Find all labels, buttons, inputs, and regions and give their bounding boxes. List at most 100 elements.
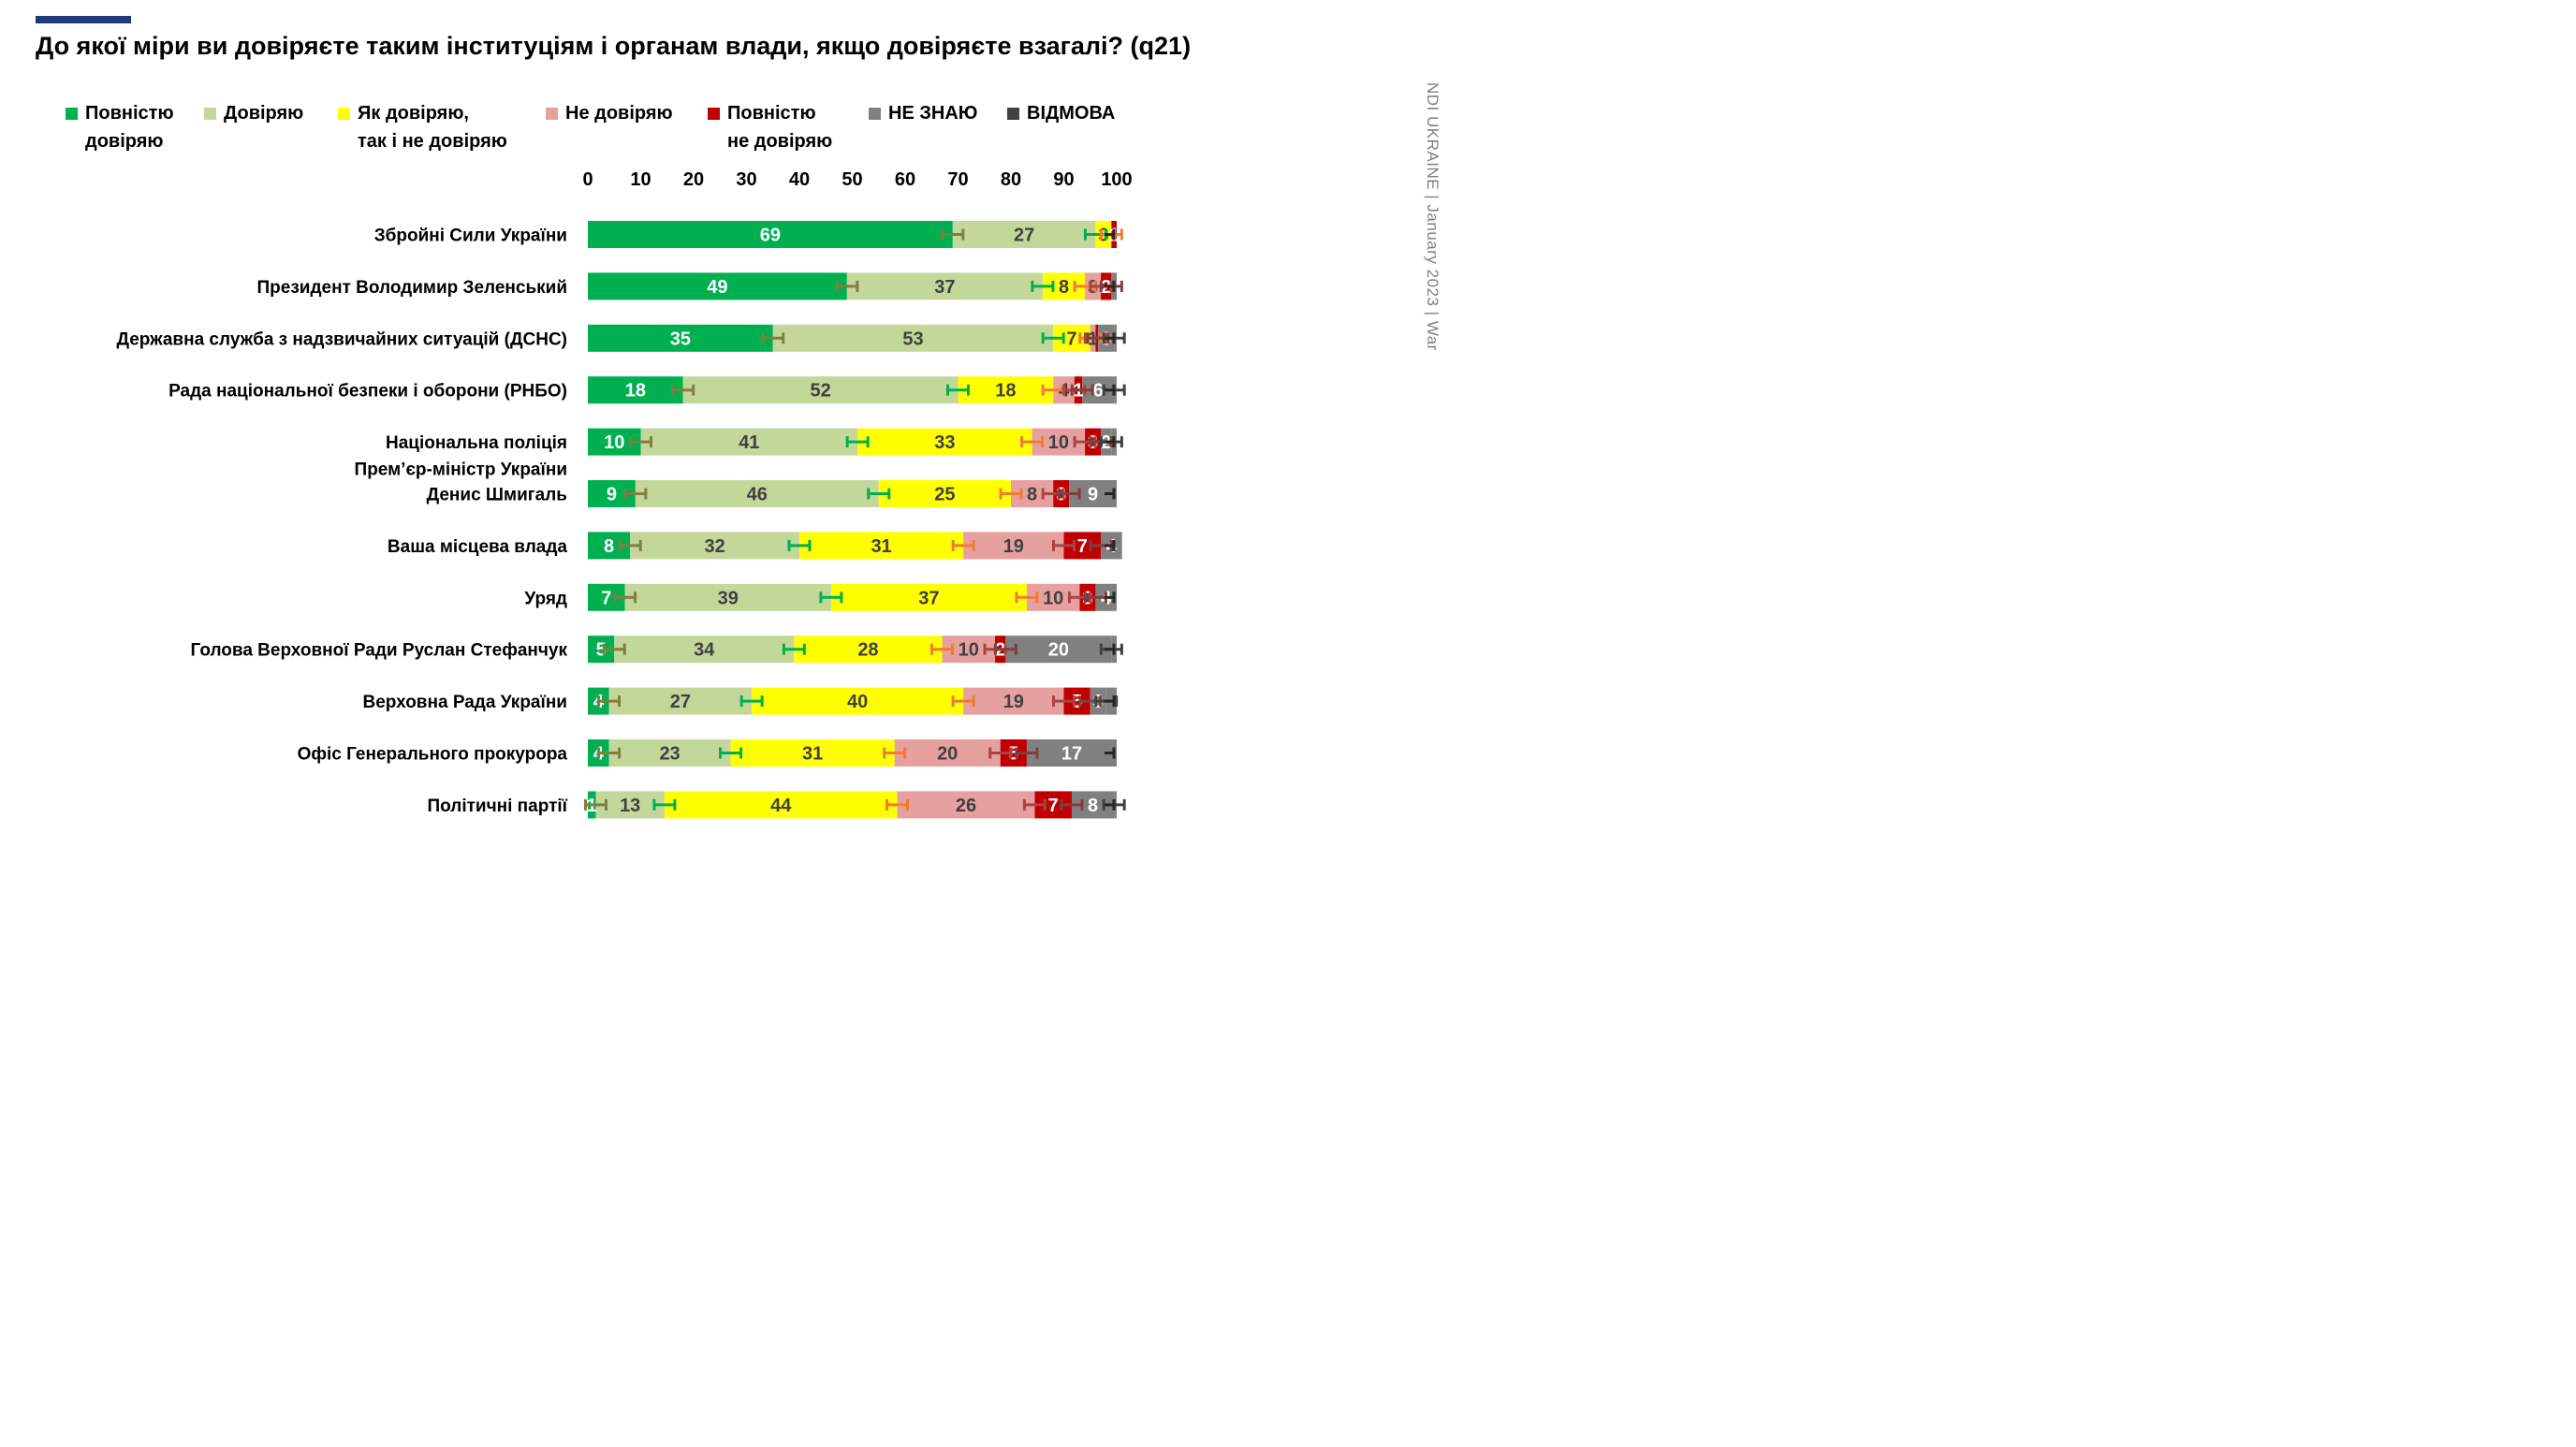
data-label: 27	[1014, 226, 1034, 246]
source-note: NDI UKRAINE | January 2023 | War	[1424, 82, 1442, 351]
data-label: 34	[694, 640, 715, 661]
legend-swatch	[204, 108, 216, 120]
legend-swatch	[66, 108, 78, 120]
data-label: 10	[1043, 588, 1063, 608]
data-label: 69	[760, 226, 781, 246]
data-label: 32	[704, 536, 724, 557]
data-label: 19	[1003, 536, 1024, 557]
bar-segment	[963, 532, 1064, 560]
category-label: Голова Верховної Ради Руслан Стефанчук	[191, 641, 568, 661]
data-label: 5	[596, 640, 607, 661]
data-label: 13	[620, 796, 640, 816]
data-label: 25	[934, 485, 955, 505]
category-label-line: Денис Шмигаль	[427, 486, 567, 505]
bar-segment	[963, 687, 1064, 715]
bar-segment	[635, 480, 879, 507]
x-tick-label: 90	[1053, 169, 1074, 190]
bar-segment	[1005, 636, 1112, 664]
bar-segment	[952, 221, 1096, 248]
data-label: 8	[604, 536, 614, 557]
bar-segment	[846, 272, 1043, 300]
legend-swatch	[546, 108, 558, 120]
x-tick-label: 60	[895, 169, 915, 190]
bar-segment	[894, 739, 1001, 767]
x-tick-label: 40	[789, 169, 810, 190]
data-label: 10	[604, 432, 624, 453]
category-label: Офіс Генерального прокурора	[298, 745, 568, 765]
data-label: 6	[1093, 381, 1104, 402]
legend-label: НЕ ЗНАЮ	[888, 103, 978, 124]
category-label: Політичні партії	[427, 797, 567, 816]
bar-segment	[878, 480, 1011, 507]
data-label: 17	[1061, 744, 1082, 765]
bar-segment	[588, 376, 683, 404]
bar-segment	[958, 376, 1054, 404]
legend-swatch	[338, 108, 350, 120]
x-tick-label: 20	[683, 169, 704, 190]
bar-segment	[730, 739, 895, 767]
stacked-bar-chart: 0 10 20 30 40 50 60 70 80 90 100 Збройні Сили Украї…	[116, 169, 1133, 819]
bar-segment	[624, 583, 831, 611]
data-label: 7	[1048, 796, 1059, 816]
data-label: 8	[1088, 796, 1098, 816]
data-label: 27	[670, 692, 691, 712]
category-label: Ваша місцева влада	[388, 537, 568, 557]
x-tick-label: 80	[1001, 169, 1021, 190]
category-label: Збройні Сили України	[374, 227, 567, 246]
category-label: Верховна Рада України	[362, 693, 567, 712]
bar-segment	[830, 583, 1027, 611]
data-label: 49	[707, 277, 727, 298]
legend-swatch	[708, 108, 720, 120]
bar-segment	[664, 791, 898, 819]
category-label: Прем’єр-міністр України Денис Шмигаль	[355, 460, 567, 505]
x-tick-label: 0	[582, 169, 593, 190]
data-label: 7	[601, 588, 611, 608]
x-tick-label: 30	[736, 169, 756, 190]
bar-segment	[772, 324, 1054, 352]
bar-segment	[630, 532, 799, 560]
bar-segment	[799, 532, 964, 560]
bar-segment	[608, 739, 731, 767]
data-label: 40	[847, 692, 868, 712]
data-label: 19	[1003, 692, 1024, 712]
legend-label: Не довіряю	[565, 103, 673, 124]
data-label: 39	[718, 588, 739, 608]
data-label: 37	[934, 277, 955, 298]
data-label: 5	[1072, 692, 1082, 712]
data-label: 37	[918, 588, 939, 608]
data-label: 10	[1048, 432, 1069, 453]
data-label: 44	[770, 796, 792, 816]
category-label-line: Прем’єр-міністр України	[355, 460, 567, 480]
data-label: 8	[1027, 485, 1037, 505]
data-label: 46	[747, 485, 768, 505]
legend-label: Довіряю	[224, 103, 304, 124]
data-label: 31	[871, 536, 891, 557]
data-label: 18	[995, 381, 1016, 402]
bar-segment	[588, 272, 847, 300]
category-label: Державна служба з надзвичайних ситуацій …	[116, 329, 567, 349]
bar-segment	[588, 221, 953, 248]
bar-segment	[752, 687, 964, 715]
data-label: 18	[625, 381, 646, 402]
x-tick-label: 100	[1101, 169, 1132, 190]
x-tick-label: 70	[947, 169, 968, 190]
data-label: 41	[739, 432, 759, 453]
data-label: 26	[956, 796, 976, 816]
title-accent-line	[36, 16, 131, 23]
category-label: Президент Володимир Зеленський	[257, 278, 567, 298]
data-label: 31	[802, 744, 823, 765]
data-label: 9	[1088, 485, 1098, 505]
x-tick-label: 10	[630, 169, 651, 190]
data-label: 9	[607, 485, 617, 505]
data-label: 33	[934, 432, 955, 453]
data-label: 20	[1048, 640, 1069, 661]
data-label: 8	[1059, 277, 1069, 298]
legend-label: ВІДМОВА	[1027, 103, 1116, 124]
category-label: Національна поліція	[386, 433, 567, 453]
bar-segment	[1026, 739, 1117, 767]
bar-segment	[857, 428, 1032, 456]
legend-label: Повністю не довіряю	[727, 103, 833, 152]
bar-segment	[640, 428, 858, 456]
data-label: 7	[1077, 536, 1088, 557]
legend-swatch	[1007, 108, 1019, 120]
